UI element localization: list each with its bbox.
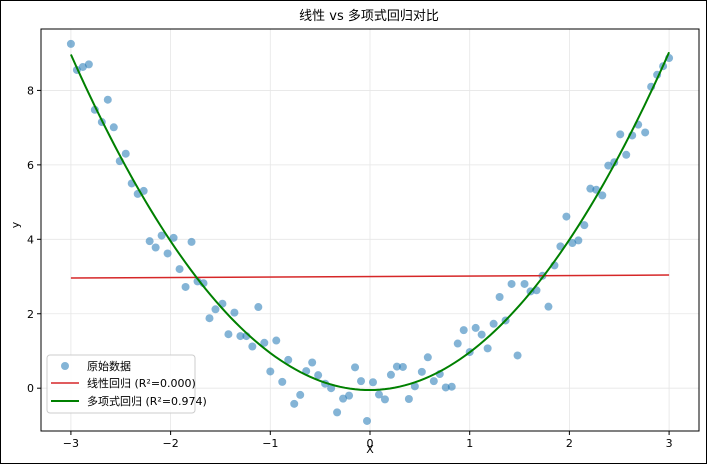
y-tick-label: 6 [27,159,34,172]
x-tick-label: −3 [63,437,79,450]
scatter-point [145,237,154,246]
scatter-point [477,330,486,339]
x-tick-label: −1 [262,437,278,450]
y-tick-label: 0 [27,382,34,395]
scatter-point [84,60,93,69]
scatter-point [544,302,553,311]
x-axis-label: X [366,443,374,456]
scatter-point [471,323,480,332]
scatter-point [224,330,233,339]
scatter-point [78,62,87,71]
scatter-point [121,149,130,158]
scatter-point [290,399,299,408]
y-axis-label: y [9,221,22,228]
x-tick-label: 2 [566,437,573,450]
scatter-point [327,384,336,393]
legend: 原始数据 线性回归 (R²=0.000) 多项式回归 (R²=0.974) [46,354,207,414]
scatter-point [380,395,389,404]
y-tick-label: 4 [27,233,34,246]
scatter-point [109,123,118,132]
scatter-point [187,237,196,246]
scatter-point [386,370,395,379]
legend-marker-scatter [61,362,69,370]
scatter-point [157,231,166,240]
scatter-point [520,279,529,288]
scatter-point [345,391,354,400]
scatter-point [404,394,413,403]
scatter-point [314,371,323,380]
scatter-point [562,212,571,221]
scatter-point [278,377,287,386]
scatter-point [236,332,245,341]
legend-label-linear: 线性回归 (R²=0.000) [87,376,196,390]
scatter-point [622,150,631,159]
scatter-point [284,355,293,364]
legend-label-scatter: 原始数据 [87,359,131,373]
scatter-point [495,293,504,301]
x-tick-label: 0 [367,437,374,450]
scatter-point [308,358,317,367]
scatter-point [392,362,401,371]
scatter-point [616,130,625,139]
scatter-point [296,390,305,399]
scatter-point [368,378,377,387]
y-tick-label: 2 [27,308,34,321]
scatter-point [580,221,589,230]
scatter-point [447,382,456,391]
scatter-point [169,233,178,242]
scatter-point [260,338,269,347]
legend-label-poly: 多项式回归 (R²=0.974) [87,394,207,408]
x-tick-label: 1 [466,437,473,450]
scatter-point [230,308,239,317]
scatter-point [66,39,75,48]
scatter-point [254,303,263,312]
scatter-point [248,342,257,351]
scatter-point [417,367,426,376]
scatter-point [363,416,372,425]
scatter-point [429,377,438,386]
scatter-point [339,394,348,403]
scatter-point [574,236,583,245]
scatter-point [641,128,650,137]
scatter-point [163,249,172,258]
scatter-point [266,367,275,376]
scatter-point [513,351,522,360]
scatter-point [211,305,220,314]
x-tick-label: 3 [666,437,673,450]
y-tick-label: 8 [27,84,34,97]
scatter-point [272,336,281,345]
scatter-point [351,363,360,372]
scatter-point [398,362,407,371]
scatter-point [489,319,498,328]
scatter-point [483,344,492,353]
data-layer [66,39,674,425]
legend-box [46,354,196,414]
linear-fit-line [70,274,670,279]
scatter-point [175,265,184,274]
scatter-point [598,191,607,200]
scatter-point [410,382,419,391]
scatter-point [423,353,432,362]
scatter-point [453,339,462,348]
scatter-point [586,184,595,193]
scatter-point [103,95,112,104]
scatter-point [181,282,190,291]
scatter-point [151,243,160,252]
scatter-point [441,383,450,392]
scatter-point [459,326,468,335]
scatter-point [568,239,577,248]
scatter-point [357,377,366,386]
x-tick-label: −2 [162,437,178,450]
scatter-point [374,390,383,399]
chart-title: 线性 vs 多项式回归对比 [299,8,439,24]
scatter-point [205,314,214,323]
scatter-point [604,161,613,170]
polynomial-fit-curve [69,51,671,392]
scatter-point [333,408,342,417]
axes: −3 −2 −1 0 1 2 3 0 2 4 6 8 [27,84,673,450]
scatter-point [507,279,516,288]
